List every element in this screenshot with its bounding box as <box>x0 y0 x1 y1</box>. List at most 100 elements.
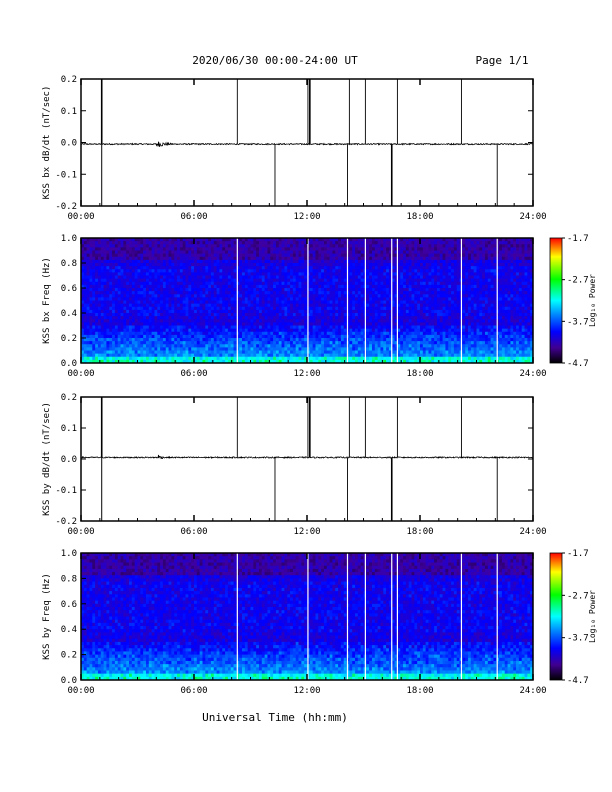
spectrogram-cell <box>134 344 138 348</box>
spectrogram-cell <box>143 359 147 364</box>
spectrogram-cell <box>120 303 124 308</box>
spectrogram-cell <box>160 278 164 283</box>
spectrogram-cell <box>97 334 102 339</box>
spectrogram-cell <box>298 250 302 255</box>
spectrogram-cell <box>394 297 398 301</box>
spectrogram-cell <box>414 281 418 286</box>
spectrogram-cell <box>278 266 282 270</box>
spectrogram-cell <box>377 359 381 364</box>
spectrogram-cell <box>219 238 223 242</box>
spectrogram-cell <box>275 263 280 267</box>
spectrogram-cell <box>103 238 107 242</box>
spectrogram-cell <box>242 347 246 351</box>
spectrogram-cell <box>360 272 364 276</box>
spectrogram-cell <box>383 319 387 323</box>
spectrogram-cell <box>275 288 280 292</box>
spectrogram-cell <box>227 266 232 270</box>
spectrogram-cell <box>346 309 350 314</box>
spectrogram-cell <box>292 325 297 330</box>
spectrogram-cell <box>154 259 158 264</box>
spectrogram-cell <box>244 266 249 270</box>
spectrogram-cell <box>374 263 379 267</box>
spectrogram-cell <box>321 325 325 330</box>
spectrogram-cell <box>318 250 322 255</box>
spectrogram-cell <box>264 350 268 355</box>
spectrogram-cell <box>349 328 353 333</box>
spectrogram-cell <box>343 328 347 333</box>
spectrogram-cell <box>408 272 412 276</box>
spectrogram-cell <box>352 291 356 295</box>
spectrogram-cell <box>86 281 90 286</box>
spectrogram-cell <box>278 275 282 280</box>
spectrogram-cell <box>298 284 302 289</box>
spectrogram-cell <box>185 344 189 348</box>
spectrogram-cell <box>295 325 299 330</box>
spectrogram-cell <box>236 284 240 289</box>
spectrogram-cell <box>281 316 285 320</box>
spectrogram-cell <box>196 275 201 280</box>
spectrogram-cell <box>247 313 251 317</box>
spectrogram-cell <box>165 359 169 364</box>
spectrogram-cell <box>222 281 226 286</box>
spectrogram-cell <box>86 313 90 317</box>
spectrogram-cell <box>323 275 328 280</box>
spectrogram-cell <box>213 250 218 255</box>
spectrogram-cell <box>185 319 189 323</box>
spectrogram-cell <box>369 263 373 267</box>
spectrogram-cell <box>140 353 144 358</box>
spectrogram-cell <box>100 322 105 326</box>
spectrogram-cell <box>278 325 282 330</box>
spectrogram-cell <box>160 338 164 342</box>
spectrogram-cell <box>216 297 220 301</box>
spectrogram-cell <box>357 281 362 286</box>
spectrogram-cell <box>194 238 198 242</box>
spectrogram-cell <box>227 313 232 317</box>
spectrogram-cell <box>92 294 96 298</box>
spectrogram-cell <box>126 269 130 273</box>
spectrogram-cell <box>131 241 136 245</box>
spectrogram-cell <box>171 316 175 320</box>
spectrogram-cell <box>394 331 398 336</box>
spectrogram-cell <box>225 281 229 286</box>
spectrogram-cell <box>160 297 164 301</box>
spectrogram-cell <box>126 241 130 245</box>
spectrogram-cell <box>185 338 189 342</box>
spectrogram-cell <box>295 322 299 326</box>
spectrogram-cell <box>168 334 172 339</box>
spectrogram-cell <box>374 259 379 264</box>
spectrogram-cell <box>380 325 384 330</box>
spectrogram-cell <box>264 288 268 292</box>
spectrogram-cell <box>369 309 373 314</box>
spectrogram-cell <box>117 319 121 323</box>
spectrogram-cell <box>315 334 319 339</box>
spectrogram-cell <box>165 272 169 276</box>
spectrogram-cell <box>191 300 195 305</box>
spectrogram-cell <box>312 294 316 298</box>
spectrogram-cell <box>157 291 161 295</box>
spectrogram-cell <box>258 244 263 248</box>
spectrogram-cell <box>239 341 243 345</box>
spectrogram-cell <box>106 281 110 286</box>
spectrogram-cell <box>219 353 223 358</box>
spectrogram-cell <box>114 338 119 342</box>
spectrogram-cell <box>143 350 147 355</box>
spectrogram-cell <box>425 359 429 364</box>
spectrogram-cell <box>357 275 362 280</box>
spectrogram-cell <box>227 356 232 361</box>
spectrogram-cell <box>281 241 285 245</box>
spectrogram-cell <box>338 319 342 323</box>
spectrogram-cell <box>137 241 141 245</box>
spectrogram-cell <box>83 288 88 292</box>
spectrogram-cell <box>143 316 147 320</box>
spectrogram-cell <box>360 338 364 342</box>
spectrogram-cell <box>148 322 153 326</box>
spectrogram-cell <box>92 250 96 255</box>
spectrogram-cell <box>185 275 189 280</box>
spectrogram-cell <box>360 266 364 270</box>
spectrogram-cell <box>335 350 339 355</box>
spectrogram-cell <box>242 353 246 358</box>
spectrogram-cell <box>81 284 85 289</box>
spectrogram-cell <box>106 359 110 364</box>
spectrogram-cell <box>386 291 390 295</box>
spectrogram-cell <box>100 306 105 311</box>
